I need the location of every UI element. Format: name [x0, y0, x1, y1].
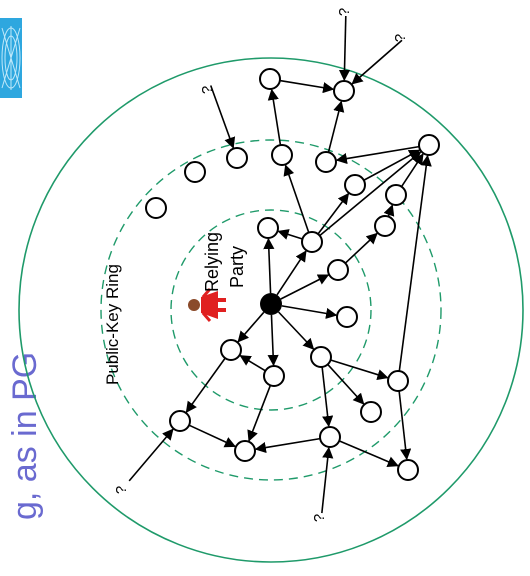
trust-edge — [383, 204, 395, 217]
trust-edge — [398, 390, 412, 461]
trust-edge — [400, 153, 424, 188]
trust-edge — [237, 311, 265, 343]
trust-edge — [267, 314, 279, 367]
ring-label: Public-Key Ring — [103, 264, 122, 385]
trust-edge — [317, 192, 350, 235]
trust-edge — [335, 145, 420, 165]
outer-ring — [18, 57, 524, 563]
key-node — [360, 401, 382, 423]
key-node — [301, 231, 323, 253]
trust-edge — [263, 237, 275, 294]
inner-dashed-ring — [170, 209, 372, 411]
key-node — [315, 151, 337, 173]
trust-edge — [327, 363, 365, 405]
trust-edge — [185, 357, 226, 413]
relying-party-node — [260, 293, 282, 315]
key-node — [336, 306, 358, 328]
key-node — [319, 426, 341, 448]
trust-edge — [363, 149, 421, 181]
unknown-key-edge — [209, 85, 236, 149]
unknown-key-marker: ? — [392, 34, 409, 42]
trust-edge — [279, 79, 335, 94]
trust-edge — [277, 229, 303, 240]
unknown-key-edge — [338, 15, 351, 82]
trust-edge — [398, 154, 432, 372]
key-node — [259, 68, 281, 90]
unknown-key-markers: ????? — [113, 8, 409, 522]
unknown-key-marker: ? — [336, 8, 353, 16]
relying-party-label-line2: Party — [227, 246, 247, 288]
trust-edge — [276, 250, 307, 296]
trust-edge — [283, 164, 310, 233]
key-node — [374, 215, 396, 237]
key-node — [333, 80, 355, 102]
unknown-key-marker: ? — [113, 486, 130, 494]
key-nodes — [145, 68, 440, 481]
trust-edge — [267, 88, 282, 146]
unknown-key-marker: ? — [199, 86, 216, 94]
key-node — [226, 147, 248, 169]
web-logo-icon — [0, 18, 22, 98]
key-node — [387, 370, 409, 392]
trust-edge — [239, 355, 266, 372]
key-node — [271, 144, 293, 166]
key-node — [397, 459, 419, 481]
relying-party-label-line1: Relying — [202, 232, 222, 292]
key-node — [344, 174, 366, 196]
trust-edge — [254, 437, 321, 454]
unknown-key-marker: ? — [311, 514, 328, 522]
key-node — [234, 440, 256, 462]
unknown-key-edge — [321, 446, 334, 514]
trust-edge — [281, 305, 338, 319]
trust-edges — [185, 79, 432, 467]
key-node — [220, 339, 242, 361]
key-node — [257, 217, 279, 239]
trust-edge — [338, 440, 399, 467]
trust-edge — [280, 274, 330, 300]
middle-dashed-ring — [100, 139, 442, 481]
trust-edge — [327, 100, 345, 153]
key-node — [263, 365, 285, 387]
trust-edge — [344, 232, 378, 264]
trust-edge — [277, 311, 315, 350]
key-node — [169, 410, 191, 432]
unknown-key-edge — [351, 39, 403, 85]
trust-edge — [319, 151, 422, 237]
key-node — [418, 134, 440, 156]
trust-edge — [188, 424, 237, 448]
key-node — [327, 259, 349, 281]
person-icon — [188, 288, 226, 322]
key-node — [310, 346, 332, 368]
unknown-key-edge — [128, 428, 174, 482]
trust-edge — [330, 359, 389, 381]
key-node — [184, 161, 206, 183]
trust-edge — [247, 385, 272, 442]
trust-edge — [321, 366, 334, 428]
key-node — [385, 184, 407, 206]
key-node — [145, 197, 167, 219]
